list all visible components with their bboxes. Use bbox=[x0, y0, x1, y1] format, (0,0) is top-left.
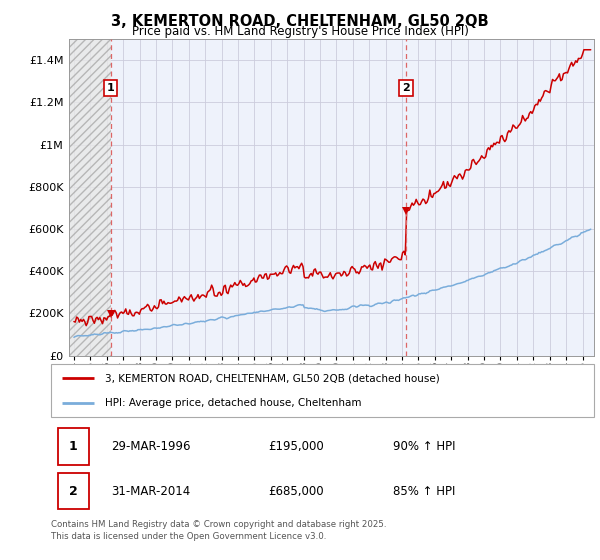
FancyBboxPatch shape bbox=[51, 364, 594, 417]
Text: 90% ↑ HPI: 90% ↑ HPI bbox=[393, 440, 455, 453]
Text: 3, KEMERTON ROAD, CHELTENHAM, GL50 2QB: 3, KEMERTON ROAD, CHELTENHAM, GL50 2QB bbox=[111, 14, 489, 29]
Text: 85% ↑ HPI: 85% ↑ HPI bbox=[393, 484, 455, 498]
Text: 31-MAR-2014: 31-MAR-2014 bbox=[111, 484, 190, 498]
Text: 2: 2 bbox=[402, 83, 410, 94]
Text: £195,000: £195,000 bbox=[268, 440, 324, 453]
Text: 3, KEMERTON ROAD, CHELTENHAM, GL50 2QB (detached house): 3, KEMERTON ROAD, CHELTENHAM, GL50 2QB (… bbox=[106, 374, 440, 384]
Text: Contains HM Land Registry data © Crown copyright and database right 2025.
This d: Contains HM Land Registry data © Crown c… bbox=[51, 520, 386, 541]
Text: 29-MAR-1996: 29-MAR-1996 bbox=[111, 440, 190, 453]
FancyBboxPatch shape bbox=[58, 473, 89, 510]
Text: 2: 2 bbox=[69, 484, 77, 498]
FancyBboxPatch shape bbox=[58, 428, 89, 465]
Text: Price paid vs. HM Land Registry's House Price Index (HPI): Price paid vs. HM Land Registry's House … bbox=[131, 25, 469, 38]
Text: 1: 1 bbox=[69, 440, 77, 453]
Text: £685,000: £685,000 bbox=[268, 484, 324, 498]
Bar bbox=[69, 39, 111, 356]
Text: 1: 1 bbox=[107, 83, 115, 94]
Text: HPI: Average price, detached house, Cheltenham: HPI: Average price, detached house, Chel… bbox=[106, 398, 362, 408]
